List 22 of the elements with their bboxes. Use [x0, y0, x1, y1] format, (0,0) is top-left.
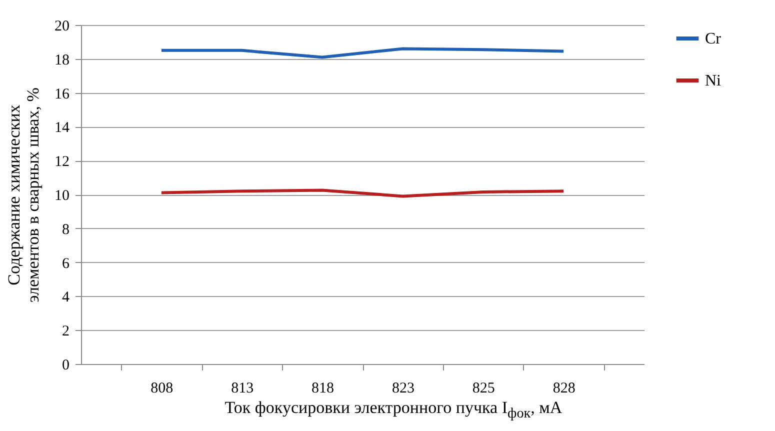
- y-axis-title: Содержание химических элементов в сварных швах, %: [4, 88, 42, 302]
- y-tick-label: 12: [54, 154, 70, 170]
- x-tick-label: 823: [392, 380, 414, 396]
- x-tick-label: 828: [552, 380, 576, 396]
- legend-label: Cr: [705, 30, 722, 48]
- x-tick-label: 825: [472, 380, 495, 396]
- x-tick-label: 808: [150, 380, 174, 396]
- y-tick-label: 18: [54, 52, 70, 68]
- y-tick-label: 14: [54, 120, 70, 136]
- y-tick-label: 8: [62, 222, 70, 238]
- legend-label: Ni: [705, 72, 722, 90]
- y-tick-label: 6: [62, 256, 70, 272]
- x-axis-title: Ток фокусировки электронного пучка I$_{фок}$, мА: [224, 398, 564, 422]
- line-series: [160, 47, 566, 59]
- y-tick-label: 4: [62, 290, 70, 306]
- y-tick-label: 10: [54, 188, 70, 204]
- y-tick-label: 2: [62, 324, 70, 340]
- y-tick-label: 16: [54, 86, 70, 102]
- x-tick-label: 813: [231, 380, 254, 396]
- y-tick-label: 0: [62, 358, 70, 374]
- y-tick-label: 20: [54, 18, 70, 34]
- x-tick-label: 818: [312, 380, 334, 396]
